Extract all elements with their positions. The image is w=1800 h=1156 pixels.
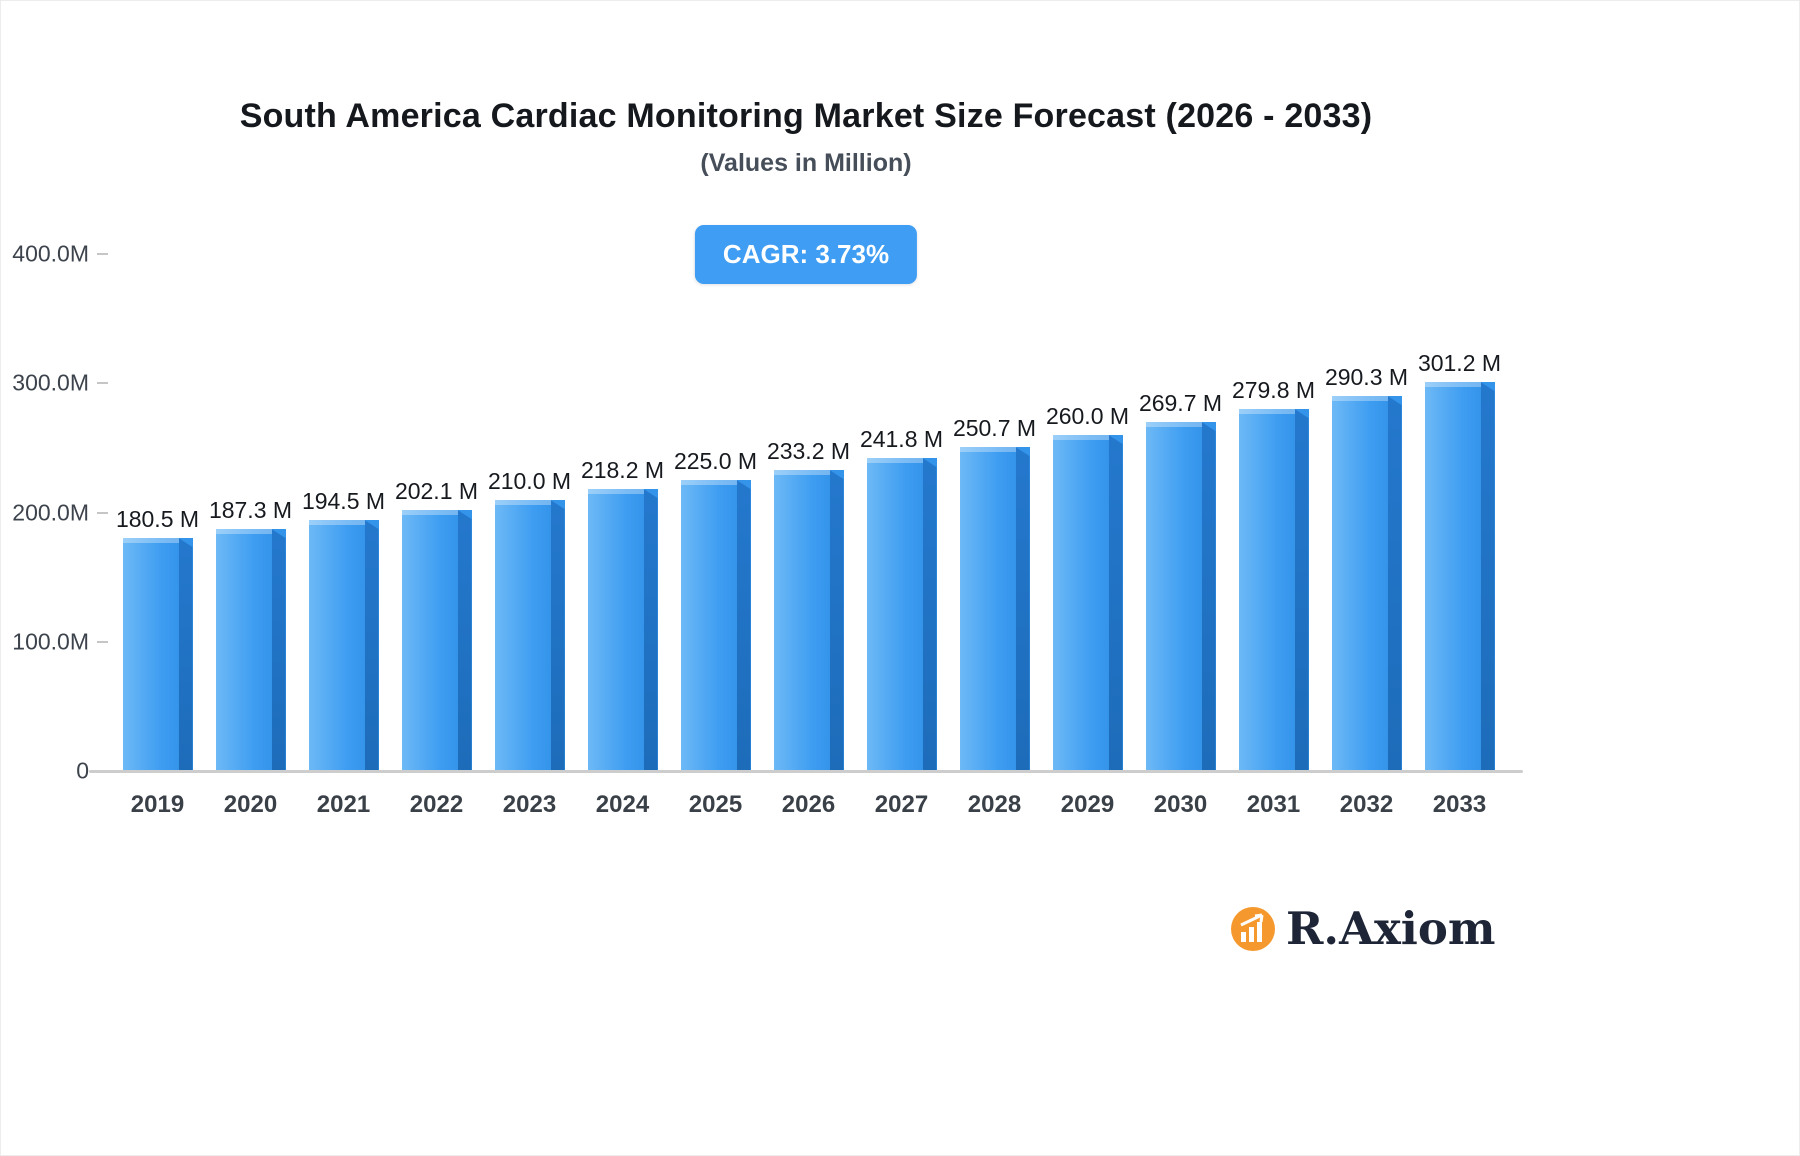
brand-logo-text: R.Axiom <box>1286 902 1496 955</box>
bar-value-label: 187.3 M <box>208 497 293 523</box>
bar-column: 202.1 M <box>390 254 483 771</box>
brand-logo: R.Axiom <box>1229 902 1496 955</box>
bar-value-label: 202.1 M <box>394 478 479 504</box>
x-axis-label: 2024 <box>595 791 650 818</box>
bar-value-label: 241.8 M <box>859 426 944 452</box>
bar-chart: 400.0M 300.0M 200.0M 100.0M 0 180.5 M 187.3 M… <box>1 241 1800 818</box>
x-axis-label: 2026 <box>781 791 836 818</box>
bar-2020 <box>215 529 286 771</box>
y-axis-tick-label: 100.0M <box>12 628 89 655</box>
bar-value-label: 301.2 M <box>1417 350 1502 376</box>
x-axis-label: 2027 <box>874 791 929 818</box>
bar-chart-growth-icon <box>1231 906 1275 951</box>
bar-2030 <box>1145 422 1216 771</box>
bar-column: 279.8 M <box>1227 254 1320 771</box>
bar-value-label: 210.0 M <box>487 468 572 494</box>
bar-column: 218.2 M <box>576 254 669 771</box>
bar-column: 241.8 M <box>855 254 948 771</box>
y-axis: 400.0M 300.0M 200.0M 100.0M 0 <box>1 241 108 784</box>
bar-2024 <box>587 489 658 771</box>
bar-2022 <box>401 510 472 771</box>
bar-column: 225.0 M <box>669 254 762 771</box>
x-axis-label: 2023 <box>502 791 557 818</box>
bar-2029 <box>1052 435 1123 771</box>
x-axis-label: 2022 <box>409 791 464 818</box>
bar-column: 269.7 M <box>1134 254 1227 771</box>
bar-column: 180.5 M <box>111 254 204 771</box>
bar-column: 260.0 M <box>1041 254 1134 771</box>
plot-area: 180.5 M 187.3 M 194.5 M 202.1 M 210.0 M 218.2… <box>111 254 1506 771</box>
bar-column: 250.7 M <box>948 254 1041 771</box>
bar-2021 <box>308 520 379 771</box>
y-axis-tick-mark <box>97 640 108 643</box>
chart-subtitle: (Values in Million) <box>700 149 912 177</box>
bar-value-label: 194.5 M <box>301 488 386 514</box>
x-axis-label: 2020 <box>223 791 278 818</box>
chart-title: South America Cardiac Monitoring Market … <box>239 97 1373 135</box>
bar-value-label: 225.0 M <box>673 448 758 474</box>
bar-column: 187.3 M <box>204 254 297 771</box>
bar-value-label: 233.2 M <box>766 438 851 464</box>
x-axis: 2019 2020 2021 2022 2023 2024 2025 2026 2027 2028… <box>111 791 1506 819</box>
bar-2032 <box>1331 396 1402 771</box>
bar-2033 <box>1424 382 1495 771</box>
x-axis-label: 2028 <box>967 791 1022 818</box>
x-axis-label: 2021 <box>316 791 371 818</box>
x-axis-label: 2033 <box>1432 791 1487 818</box>
x-axis-label: 2030 <box>1153 791 1208 818</box>
y-axis-tick-label: 200.0M <box>12 499 89 525</box>
bar-2025 <box>680 480 751 771</box>
x-axis-line <box>89 770 1523 773</box>
bar-2026 <box>773 470 844 771</box>
bar-2028 <box>959 447 1030 771</box>
y-axis-tick-mark <box>97 382 108 385</box>
cagr-badge: CAGR: 3.73% <box>694 225 918 284</box>
bar-column: 194.5 M <box>297 254 390 771</box>
bar-2027 <box>866 458 937 771</box>
bar-2019 <box>122 538 193 771</box>
bar-column: 301.2 M <box>1413 254 1506 771</box>
bar-value-label: 250.7 M <box>952 415 1037 441</box>
bar-value-label: 180.5 M <box>115 506 200 532</box>
y-axis-tick-mark <box>97 511 108 514</box>
y-axis-tick-label: 300.0M <box>12 369 89 396</box>
bar-value-label: 260.0 M <box>1045 403 1130 429</box>
y-axis-tick-mark <box>97 253 108 255</box>
bar-column: 290.3 M <box>1320 254 1413 771</box>
bar-column: 210.0 M <box>483 254 576 771</box>
bar-value-label: 279.8 M <box>1231 377 1316 403</box>
x-axis-label: 2025 <box>688 791 743 818</box>
x-axis-label: 2019 <box>130 791 185 818</box>
bar-value-label: 218.2 M <box>580 457 665 483</box>
x-axis-label: 2031 <box>1246 791 1301 818</box>
bar-value-label: 290.3 M <box>1324 364 1409 390</box>
y-axis-tick-label: 400.0M <box>12 240 89 267</box>
y-axis-tick-label: 0 <box>76 757 89 784</box>
bar-column: 233.2 M <box>762 254 855 771</box>
bar-2031 <box>1238 409 1309 771</box>
x-axis-label: 2032 <box>1339 791 1394 818</box>
bar-value-label: 269.7 M <box>1138 390 1223 416</box>
x-axis-label: 2029 <box>1060 791 1115 818</box>
bar-2023 <box>494 500 565 771</box>
